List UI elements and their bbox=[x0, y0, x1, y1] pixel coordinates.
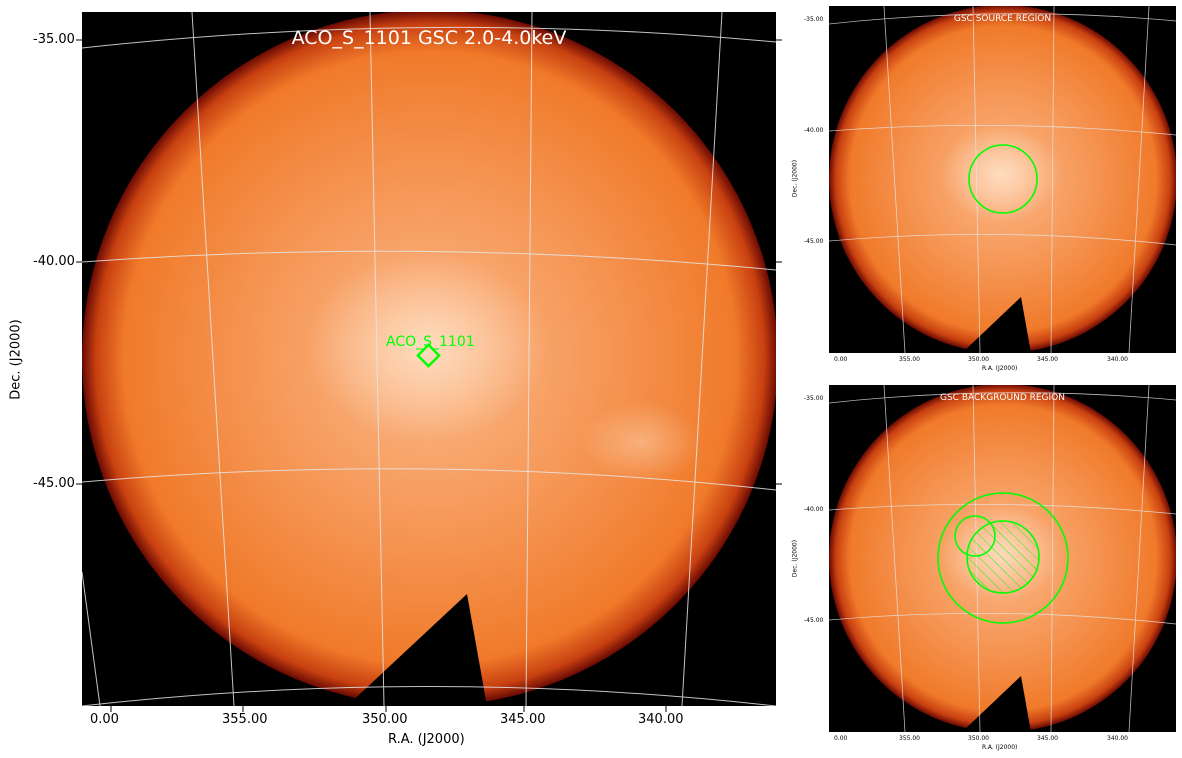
main-axes-frame bbox=[76, 39, 782, 712]
background-region-image bbox=[829, 385, 1176, 732]
src-xtick-2: 355.00 bbox=[899, 356, 920, 363]
main-xtick-1: 0.00 bbox=[90, 712, 119, 727]
src-xtick-3: 350.00 bbox=[968, 356, 989, 363]
source-region-grid bbox=[829, 6, 1176, 353]
bkg-ytick-3: -45.00 bbox=[804, 617, 824, 624]
main-xtick-4: 345.00 bbox=[500, 712, 546, 727]
src-xtick-4: 345.00 bbox=[1037, 356, 1058, 363]
main-xlabel: R.A. (J2000) bbox=[388, 732, 465, 747]
masked-wedge bbox=[347, 594, 487, 706]
src-ylabel: Dec. (J2000) bbox=[791, 159, 799, 198]
src-ytick-3: -45.00 bbox=[804, 238, 824, 245]
src-ytick-2: -40.00 bbox=[804, 127, 824, 134]
source-region-emission bbox=[941, 126, 1061, 222]
main-ytick-3: -45.00 bbox=[33, 476, 75, 491]
main-title: ACO_S_1101 GSC 2.0-4.0keV bbox=[291, 27, 567, 49]
coordinate-grid bbox=[82, 12, 776, 706]
excluded-source-circle bbox=[966, 520, 1040, 594]
bkg-xtick-3: 350.00 bbox=[968, 735, 989, 742]
source-region-image bbox=[829, 6, 1176, 353]
bkg-ylabel: Dec. (J2000) bbox=[791, 539, 799, 578]
source-region-circle bbox=[968, 144, 1038, 214]
background-region-wedge bbox=[962, 676, 1031, 732]
src-xtick-5: 340.00 bbox=[1107, 356, 1128, 363]
main-xtick-5: 340.00 bbox=[638, 712, 684, 727]
main-ylabel: Dec. (J2000) bbox=[8, 319, 24, 400]
background-region-panel: GSC BACKGROUND REGION bbox=[829, 385, 1176, 732]
src-ytick-1: -35.00 bbox=[804, 16, 824, 23]
bkg-xtick-4: 345.00 bbox=[1037, 735, 1058, 742]
background-annulus-circle bbox=[937, 492, 1069, 624]
source-label: ACO_S_1101 bbox=[386, 334, 475, 350]
bkg-xtick-5: 340.00 bbox=[1107, 735, 1128, 742]
main-image-panel: ACO_S_1101 GSC 2.0-4.0keV ACO_S_1101 bbox=[82, 12, 776, 706]
source-region-wedge bbox=[962, 297, 1031, 353]
main-ytick-2: -40.00 bbox=[33, 254, 75, 269]
excluded-region-hatch bbox=[967, 521, 1039, 593]
source-region-panel: GSC SOURCE REGION bbox=[829, 6, 1176, 353]
bkg-xlabel: R.A. (J2000) bbox=[982, 744, 1018, 751]
bkg-ytick-1: -35.00 bbox=[804, 395, 824, 402]
bkg-ytick-2: -40.00 bbox=[804, 506, 824, 513]
src-xlabel: R.A. (J2000) bbox=[982, 365, 1018, 372]
background-region-title: GSC BACKGROUND REGION bbox=[940, 393, 1065, 403]
main-sky-image bbox=[82, 12, 776, 706]
bkg-xtick-1: 0.00 bbox=[834, 735, 848, 742]
bkg-xtick-2: 355.00 bbox=[899, 735, 920, 742]
source-marker-diamond bbox=[416, 343, 441, 368]
main-ytick-1: -35.00 bbox=[33, 32, 75, 47]
excluded-small-circle bbox=[954, 515, 996, 557]
secondary-emission bbox=[582, 402, 702, 482]
source-region-title: GSC SOURCE REGION bbox=[953, 14, 1052, 24]
src-xtick-1: 0.00 bbox=[834, 356, 848, 363]
main-xtick-2: 355.00 bbox=[222, 712, 268, 727]
main-xtick-3: 350.00 bbox=[362, 712, 408, 727]
